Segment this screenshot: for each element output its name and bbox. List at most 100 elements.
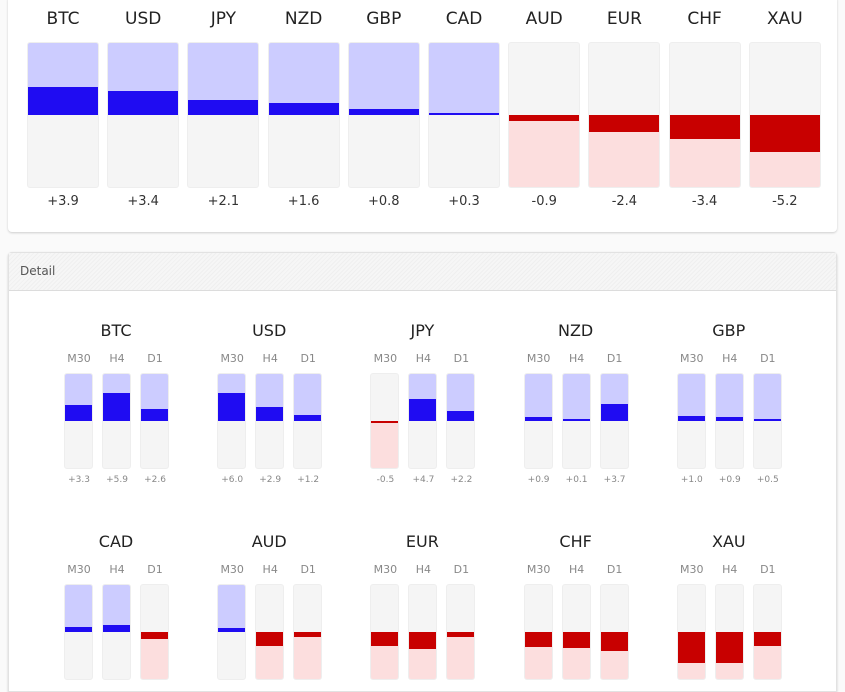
value-label: -5.2 <box>772 194 798 209</box>
positive-background <box>348 43 419 115</box>
detail-bar-aud-h4 <box>255 584 285 680</box>
detail-value-label: +1.0 <box>680 475 703 485</box>
group-title-usd: USD <box>252 321 287 340</box>
positive-fill <box>753 418 781 421</box>
positive-background <box>677 374 705 421</box>
timeframe-label: H4 <box>262 352 278 365</box>
detail-bar-aud-m30 <box>217 584 247 680</box>
value-label: -2.4 <box>611 194 638 209</box>
detail-bar-cad-d1 <box>140 584 169 680</box>
detail-value-label: +1.2 <box>297 475 320 485</box>
detail-bar-eur-m30 <box>370 584 400 680</box>
strength-bar-xau <box>748 42 821 188</box>
detail-value-label: +2.2 <box>450 475 473 485</box>
negative-fill <box>749 115 820 153</box>
detail-bar-eur-h4 <box>408 584 438 680</box>
positive-fill <box>409 398 437 421</box>
value-label: -3.4 <box>691 194 718 209</box>
detail-value-label: +0.9 <box>527 475 550 485</box>
currency-label: CAD <box>445 9 483 29</box>
timeframe-label: H4 <box>568 563 585 576</box>
negative-fill <box>600 632 628 651</box>
strength-bar-usd <box>107 42 180 188</box>
detail-bar-chf-d1 <box>599 584 629 680</box>
negative-fill <box>562 632 590 648</box>
positive-background <box>715 374 743 421</box>
timeframe-label: M30 <box>220 352 244 365</box>
timeframe-label: M30 <box>220 563 244 576</box>
detail-bar-nzd-h4 <box>561 373 591 469</box>
detail-bar-nzd-d1 <box>599 373 629 469</box>
positive-fill <box>348 109 419 115</box>
group-title-nzd: NZD <box>557 321 594 340</box>
positive-fill <box>103 625 130 632</box>
detail-bar-usd-m30 <box>217 373 247 469</box>
strength-bar-nzd <box>267 42 340 188</box>
group-title-eur: EUR <box>405 532 439 551</box>
value-label: -0.9 <box>531 194 557 209</box>
timeframe-label: D1 <box>760 563 776 576</box>
timeframe-label: H4 <box>262 563 278 576</box>
currency-label: NZD <box>284 9 323 29</box>
timeframe-label: D1 <box>606 563 623 576</box>
negative-background <box>447 632 475 679</box>
negative-fill <box>524 632 552 647</box>
timeframe-label: D1 <box>147 563 163 576</box>
detail-value-label: +2.6 <box>144 475 166 485</box>
detail-bar-chf-m30 <box>523 584 553 680</box>
detail-bar-aud-d1 <box>293 584 323 680</box>
positive-background <box>562 374 590 421</box>
negative-fill <box>141 632 168 639</box>
positive-fill <box>188 99 259 115</box>
timeframe-label: D1 <box>453 352 470 365</box>
positive-background <box>753 374 781 421</box>
currency-label: BTC <box>46 9 80 29</box>
positive-fill <box>600 403 628 421</box>
timeframe-label: M30 <box>67 563 91 576</box>
detail-bar-usd-d1 <box>293 373 323 469</box>
detail-value-label: +6.0 <box>221 475 244 485</box>
currency-label: EUR <box>606 9 642 29</box>
positive-fill <box>218 628 246 632</box>
detail-bar-nzd-m30 <box>523 373 553 469</box>
currency-label: XAU <box>766 9 803 29</box>
positive-background <box>65 585 92 632</box>
detail-value-label: +4.7 <box>412 475 435 485</box>
detail-bar-cad-h4 <box>102 584 131 680</box>
group-title-btc: BTC <box>100 321 132 340</box>
positive-fill <box>141 408 168 421</box>
detail-bar-chf-h4 <box>561 584 591 680</box>
value-label: +1.6 <box>287 194 320 209</box>
timeframe-label: D1 <box>300 563 316 576</box>
detail-bar-xau-m30 <box>676 584 706 680</box>
negative-fill <box>677 632 705 664</box>
negative-fill <box>256 632 284 646</box>
strength-bar-jpy <box>187 42 260 188</box>
value-label: +0.8 <box>368 194 400 209</box>
negative-fill <box>669 115 740 140</box>
timeframe-label: M30 <box>526 352 551 365</box>
group-title-gbp: GBP <box>712 321 746 340</box>
timeframe-label: D1 <box>453 563 470 576</box>
timeframe-label: H4 <box>568 352 585 365</box>
value-label: +2.1 <box>207 194 240 209</box>
group-title-jpy: JPY <box>410 321 435 340</box>
positive-fill <box>562 419 590 421</box>
positive-fill <box>256 407 284 421</box>
timeframe-label: M30 <box>67 352 91 365</box>
timeframe-label: H4 <box>722 352 738 365</box>
group-title-cad: CAD <box>98 532 134 551</box>
detail-bar-btc-d1 <box>140 373 169 469</box>
negative-background <box>371 421 399 468</box>
group-title-xau: XAU <box>711 532 746 551</box>
negative-fill <box>715 632 743 663</box>
timeframe-label: H4 <box>109 352 125 365</box>
positive-background <box>524 374 552 421</box>
negative-fill <box>509 115 580 122</box>
detail-value-label: -0.5 <box>376 475 395 485</box>
detail-value-label: +2.9 <box>259 475 282 485</box>
detail-bar-gbp-d1 <box>752 373 782 469</box>
negative-background <box>294 632 322 679</box>
detail-value-label: +3.7 <box>603 475 626 485</box>
positive-fill <box>268 103 339 115</box>
